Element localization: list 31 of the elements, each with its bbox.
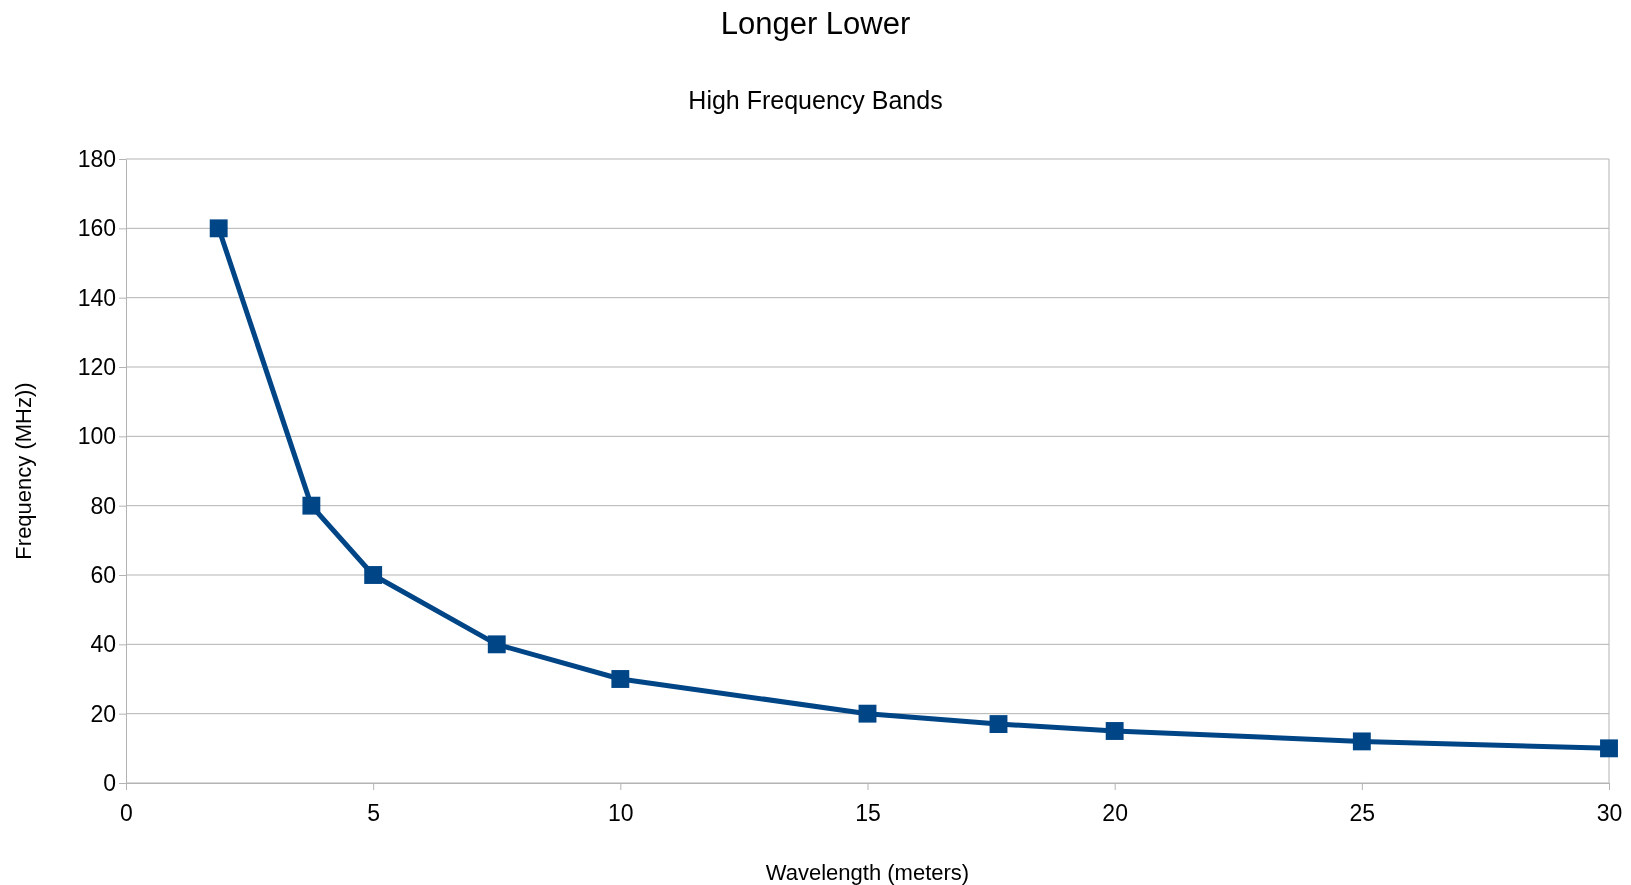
y-tick-label: 80 <box>90 492 116 519</box>
x-tick-label: 15 <box>855 799 881 826</box>
x-tick-label: 30 <box>1596 799 1623 826</box>
y-tick-label: 40 <box>90 631 116 658</box>
point <box>858 704 877 723</box>
point <box>1600 739 1618 758</box>
point <box>302 496 321 515</box>
point <box>611 670 630 688</box>
chart-title: Longer Lower <box>720 6 911 41</box>
x-axis-title: Wavelength (meters) <box>765 860 970 885</box>
y-tick-label: 140 <box>77 284 116 311</box>
y-tick-label: 20 <box>90 700 116 727</box>
x-tick-label: 20 <box>1102 799 1128 826</box>
point <box>989 715 1008 734</box>
point <box>1105 722 1124 740</box>
y-tick-label: 120 <box>77 353 116 380</box>
x-tick-label: 0 <box>120 799 133 826</box>
x-tick-label: 10 <box>608 799 634 826</box>
y-tick-label: 160 <box>77 215 116 242</box>
x-tick-label: 25 <box>1349 799 1376 826</box>
x-tick-label: 5 <box>367 799 381 826</box>
y-axis-title: Frequency (MHz)) <box>11 382 36 560</box>
point <box>1352 732 1371 751</box>
y-tick-label: 180 <box>77 145 116 172</box>
point <box>364 566 383 584</box>
y-tick-label: 60 <box>90 561 116 588</box>
point <box>209 219 228 238</box>
point <box>487 635 506 654</box>
y-tick-label: 100 <box>77 423 116 450</box>
chart-subtitle: High Frequency Bands <box>688 86 943 114</box>
y-tick-label: 0 <box>103 769 116 796</box>
